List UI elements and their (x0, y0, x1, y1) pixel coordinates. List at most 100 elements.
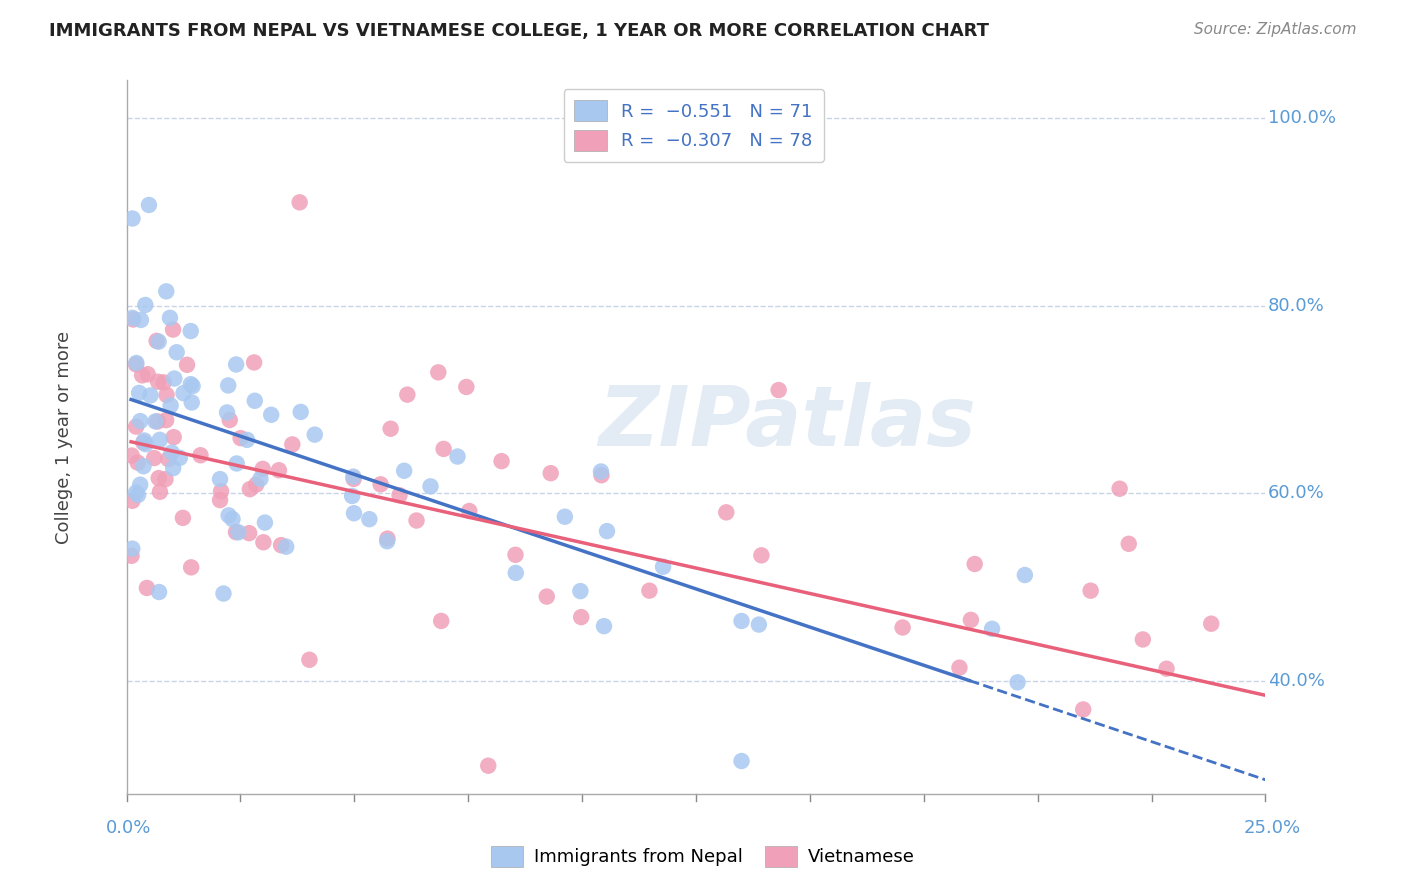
Point (125, 419, 148, 434)
Point (596, 524, 619, 538)
Point (225, 525, 247, 540)
Point (125, 358, 148, 372)
Point (1118, 537, 1140, 551)
Point (243, 355, 266, 369)
Point (209, 484, 232, 499)
Point (155, 388, 177, 402)
Point (218, 508, 240, 523)
Point (163, 371, 186, 385)
Point (540, 466, 562, 480)
Point (405, 514, 427, 528)
Point (125, 356, 148, 370)
Point (1014, 568, 1036, 582)
Point (180, 377, 202, 392)
Point (375, 534, 398, 549)
Point (1007, 675, 1029, 690)
Point (456, 380, 478, 394)
Point (157, 452, 180, 467)
Point (446, 450, 468, 464)
Point (125, 485, 148, 500)
Point (245, 477, 267, 491)
Text: 80.0%: 80.0% (1268, 297, 1324, 315)
Point (218, 413, 240, 427)
Point (129, 477, 152, 491)
Point (225, 358, 247, 372)
Point (253, 516, 276, 530)
Point (236, 433, 259, 447)
Point (270, 538, 292, 552)
Point (166, 345, 188, 359)
Point (239, 482, 262, 496)
Point (370, 477, 392, 491)
Point (145, 334, 167, 348)
Point (159, 310, 181, 325)
Text: 25.0%: 25.0% (1243, 819, 1301, 837)
Point (1132, 632, 1154, 647)
Text: 40.0%: 40.0% (1268, 673, 1324, 690)
Point (180, 560, 202, 574)
Point (146, 375, 169, 389)
Point (252, 462, 274, 476)
Point (155, 472, 177, 486)
Point (155, 413, 177, 427)
Point (491, 454, 513, 468)
Point (135, 437, 157, 451)
Point (392, 464, 415, 478)
Point (638, 583, 661, 598)
Point (290, 405, 312, 419)
Point (217, 378, 239, 392)
Point (215, 405, 238, 419)
Text: 60.0%: 60.0% (1268, 484, 1324, 502)
Point (536, 590, 558, 604)
Point (139, 388, 162, 402)
Point (143, 450, 166, 465)
Point (127, 456, 149, 470)
Point (288, 195, 311, 210)
Point (430, 614, 453, 628)
Point (159, 399, 181, 413)
Point (963, 557, 986, 571)
Point (243, 393, 266, 408)
Point (181, 379, 204, 393)
Legend: Immigrants from Nepal, Vietnamese: Immigrants from Nepal, Vietnamese (484, 838, 922, 874)
Point (569, 584, 592, 599)
Point (136, 368, 159, 382)
Point (169, 450, 191, 465)
Point (138, 198, 160, 212)
Point (505, 548, 527, 562)
Point (267, 463, 290, 477)
Point (148, 585, 170, 599)
Point (730, 754, 752, 768)
Point (129, 313, 152, 327)
Point (260, 408, 283, 422)
Point (1080, 583, 1102, 598)
Point (433, 442, 456, 456)
Point (554, 509, 576, 524)
Point (252, 535, 274, 549)
Point (160, 445, 183, 459)
Point (121, 449, 143, 463)
Point (281, 437, 304, 451)
Point (129, 414, 152, 428)
Point (304, 427, 326, 442)
Point (155, 285, 177, 299)
Text: Source: ZipAtlas.com: Source: ZipAtlas.com (1194, 22, 1357, 37)
Point (359, 512, 381, 526)
Point (212, 586, 235, 600)
Point (730, 614, 752, 628)
Point (134, 298, 156, 312)
Point (589, 465, 612, 479)
Point (121, 310, 143, 325)
Point (652, 559, 675, 574)
Point (149, 484, 172, 499)
Point (505, 566, 527, 580)
Point (128, 385, 150, 400)
Point (221, 512, 243, 526)
Point (149, 433, 172, 447)
Point (298, 653, 321, 667)
Point (229, 431, 252, 445)
Point (135, 581, 157, 595)
Point (948, 660, 970, 674)
Point (208, 472, 231, 486)
Point (593, 619, 616, 633)
